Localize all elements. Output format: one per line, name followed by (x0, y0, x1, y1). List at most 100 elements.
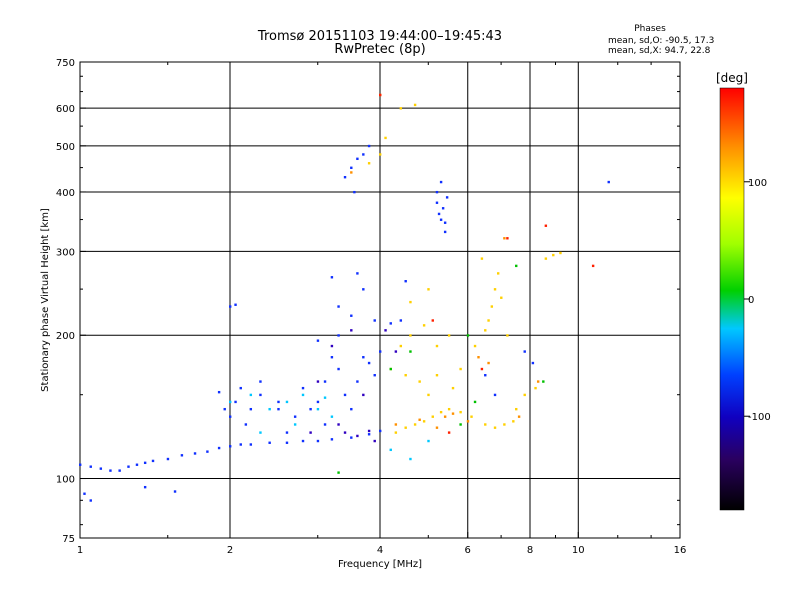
data-point (552, 253, 555, 257)
data-point (536, 380, 540, 383)
data-point (437, 212, 441, 216)
colorbar-gradient (719, 87, 745, 511)
data-point (379, 429, 382, 433)
data-point (459, 410, 462, 414)
data-point (223, 407, 226, 411)
data-point (503, 423, 506, 426)
data-point (301, 439, 305, 443)
x-tick-label: 1 (77, 545, 83, 556)
data-point (166, 457, 170, 461)
data-point (316, 407, 320, 411)
data-point (384, 136, 387, 140)
data-point (173, 490, 177, 493)
data-point (229, 445, 232, 448)
data-point (330, 344, 334, 348)
data-point (356, 157, 359, 161)
data-point (259, 380, 262, 383)
data-point (89, 499, 92, 502)
data-point (229, 415, 232, 418)
data-point (544, 224, 548, 227)
data-point (389, 367, 392, 371)
data-point (356, 272, 359, 275)
y-tick-label: 750 (56, 58, 75, 69)
data-point (399, 344, 403, 348)
data-point (496, 272, 500, 275)
data-point (259, 393, 262, 397)
data-point (394, 350, 398, 353)
data-point (373, 319, 376, 322)
x-tick-label: 6 (465, 545, 471, 556)
data-point (384, 329, 387, 332)
data-point (151, 459, 155, 463)
y-axis-label: Stationary phase Virtual Height [km] (40, 208, 51, 392)
data-point (350, 314, 353, 317)
data-point (459, 367, 462, 371)
data-point (389, 322, 392, 325)
data-point (350, 171, 353, 174)
data-point (409, 334, 412, 337)
data-point (515, 407, 518, 411)
chart-subtitle: RwPretec (8p) (334, 42, 425, 57)
data-point (418, 380, 421, 383)
data-point (362, 153, 365, 156)
data-point (127, 465, 130, 468)
data-point (477, 356, 480, 359)
y-tick-label: 600 (56, 104, 75, 115)
data-point (487, 361, 490, 365)
data-point (79, 463, 82, 466)
data-point (249, 393, 253, 397)
colorbar-ticks: 100 0 -100 (744, 178, 771, 423)
data-point (447, 407, 451, 411)
data-point (493, 288, 497, 291)
data-point (277, 400, 280, 404)
data-point (591, 264, 595, 268)
data-point (487, 319, 490, 322)
data-point (445, 196, 449, 199)
stats-x: mean, sd,X: 94.7, 22.8 (608, 46, 711, 56)
x-tick-label: 16 (674, 545, 687, 556)
colorbar-tick-label: -100 (748, 412, 771, 423)
data-point (435, 426, 439, 429)
data-point (143, 461, 147, 465)
y-tick-label: 400 (56, 188, 75, 199)
data-point (473, 344, 477, 348)
data-point (409, 457, 412, 461)
data-point (323, 396, 327, 399)
data-point (316, 400, 320, 404)
data-point (435, 190, 439, 194)
data-point (337, 423, 340, 426)
data-point (559, 251, 562, 255)
data-point (394, 431, 398, 434)
data-point (427, 288, 430, 291)
data-point (362, 356, 365, 359)
data-point (268, 407, 271, 411)
x-tick-label: 8 (527, 545, 533, 556)
colorbar-tick-label: 0 (748, 295, 754, 306)
data-point (330, 356, 334, 359)
x-tick-label: 2 (227, 545, 233, 556)
data-point (523, 393, 526, 397)
data-point (343, 431, 347, 434)
data-point (367, 162, 371, 165)
y-tick-label: 100 (56, 475, 75, 486)
data-point (523, 350, 526, 353)
data-point (418, 418, 421, 421)
data-point (356, 434, 359, 438)
data-point (484, 423, 487, 426)
data-point (323, 380, 327, 383)
data-point (379, 350, 382, 353)
data-point (330, 438, 334, 441)
data-point (293, 423, 297, 426)
data-point (506, 237, 509, 240)
data-point (512, 420, 515, 423)
data-point (431, 415, 434, 418)
data-point (607, 180, 610, 184)
data-point (239, 443, 242, 446)
data-point (427, 393, 430, 397)
data-point (503, 237, 506, 240)
data-point (239, 386, 242, 390)
data-point (362, 393, 365, 397)
x-axis-label: Frequency [MHz] (338, 559, 422, 570)
data-point (337, 471, 340, 474)
